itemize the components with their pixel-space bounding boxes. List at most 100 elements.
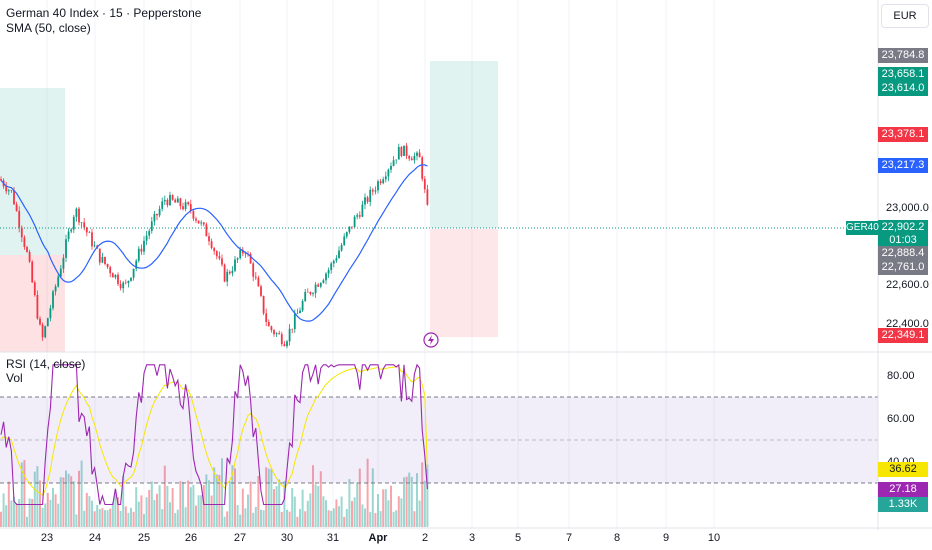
candle xyxy=(306,288,309,293)
volume-bar xyxy=(132,511,135,527)
candle xyxy=(301,299,304,312)
volume-bar xyxy=(124,506,127,527)
candle xyxy=(88,231,91,233)
candle xyxy=(140,244,143,255)
volume-bar xyxy=(127,512,130,527)
candle xyxy=(314,281,317,298)
candle xyxy=(249,252,252,264)
candle xyxy=(228,270,231,275)
price-tick: 23,000.0 xyxy=(886,202,929,214)
volume-bar xyxy=(343,516,346,527)
volume-bar xyxy=(332,508,335,527)
candle xyxy=(127,280,130,288)
volume-bar xyxy=(140,495,143,527)
candle xyxy=(361,200,364,218)
volume-bar xyxy=(54,494,57,527)
candle xyxy=(145,230,148,246)
volume-bar xyxy=(7,481,10,527)
volume-bar xyxy=(137,501,140,527)
volume-bar xyxy=(200,495,203,527)
volume-bar xyxy=(119,510,122,527)
volume-bar xyxy=(93,511,96,527)
position-box[interactable] xyxy=(0,61,498,352)
candle xyxy=(231,266,234,277)
volume-bar xyxy=(288,511,291,527)
volume-bar xyxy=(340,496,343,527)
volume-bar xyxy=(145,497,148,527)
price-tag-low: 22,761.0 xyxy=(878,260,928,275)
candle xyxy=(85,226,88,237)
volume-bar xyxy=(335,499,338,527)
candle xyxy=(288,324,291,346)
volume-bar xyxy=(338,506,340,527)
time-label: 2 xyxy=(421,532,429,544)
candle xyxy=(241,247,244,257)
candle xyxy=(156,213,158,221)
candle xyxy=(260,284,262,298)
volume-bar xyxy=(291,488,294,527)
candle xyxy=(408,154,411,161)
volume-bar xyxy=(314,484,317,527)
candle xyxy=(54,284,57,296)
candle xyxy=(171,194,174,201)
volume-bar xyxy=(205,474,208,527)
candle xyxy=(332,259,335,268)
candle xyxy=(421,155,424,182)
volume-bar xyxy=(179,481,182,527)
candle xyxy=(205,222,208,237)
candle xyxy=(10,189,13,193)
rsi-tick: 80.00 xyxy=(887,370,915,382)
volume-bar xyxy=(15,503,18,527)
rsi-tick: 60.00 xyxy=(887,413,915,425)
countdown-tag: 01:03 xyxy=(878,233,928,248)
volume-bar xyxy=(31,498,34,527)
profit-zone-left xyxy=(0,88,65,255)
price-tick: 22,400.0 xyxy=(886,318,929,330)
candle xyxy=(312,291,314,297)
candle xyxy=(150,216,153,234)
candle xyxy=(325,272,327,285)
candle xyxy=(59,265,62,278)
candle xyxy=(176,195,179,203)
volume-bar xyxy=(395,510,398,527)
candle xyxy=(70,227,73,234)
volume-bar xyxy=(319,471,322,527)
volume-bar xyxy=(117,497,119,527)
volume-bar xyxy=(135,487,138,527)
candle xyxy=(192,210,195,222)
volume-bar xyxy=(228,481,231,527)
volume-bar xyxy=(262,510,265,527)
volume-bar xyxy=(62,477,65,527)
candle xyxy=(62,254,65,273)
candle xyxy=(364,193,366,210)
currency-button[interactable]: EUR xyxy=(881,4,929,28)
volume-bar xyxy=(234,468,236,527)
volume-bar xyxy=(345,508,348,527)
candle xyxy=(200,220,203,227)
volume-bar xyxy=(39,480,41,527)
flash-icon[interactable] xyxy=(423,332,439,348)
volume-bar xyxy=(26,516,28,527)
volume-bar xyxy=(236,504,239,527)
candle xyxy=(161,197,164,212)
volume-bar xyxy=(223,516,226,527)
volume-bar xyxy=(364,508,366,527)
time-label: 5 xyxy=(514,532,522,544)
candle xyxy=(135,258,138,272)
volume-bar xyxy=(52,487,54,527)
vol-legend: Vol xyxy=(6,371,23,385)
candle xyxy=(418,149,421,158)
candle xyxy=(101,252,104,264)
volume-bar xyxy=(226,511,229,527)
price-tag-sma: 23,217.3 xyxy=(878,158,928,173)
volume-bar xyxy=(390,485,392,527)
price-tag-bid: 22,888.4 xyxy=(878,246,928,261)
volume-bar xyxy=(130,507,132,527)
volume-bar xyxy=(184,507,187,527)
candle xyxy=(283,341,286,347)
volume-bar xyxy=(182,481,184,527)
candle xyxy=(275,332,278,338)
candle xyxy=(124,279,127,285)
volume-bar xyxy=(44,503,47,527)
